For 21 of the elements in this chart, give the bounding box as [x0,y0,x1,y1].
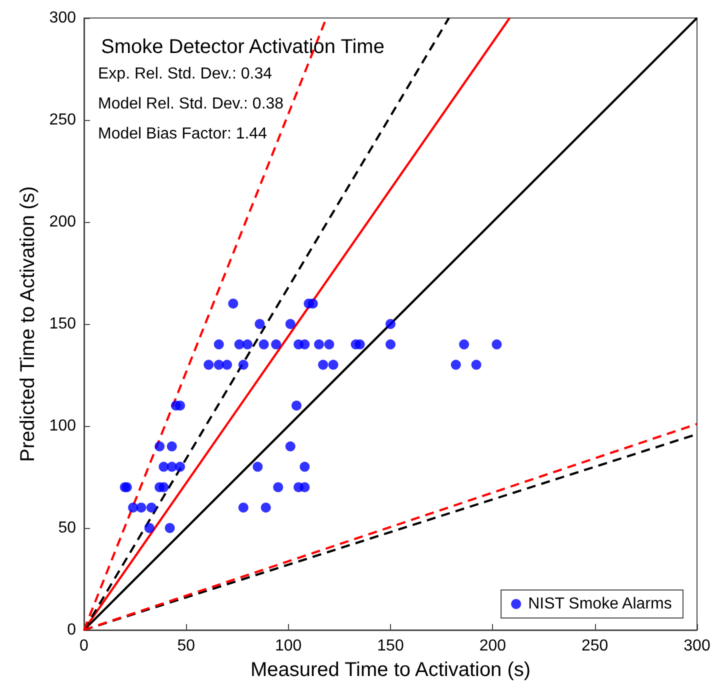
annotation: Exp. Rel. Std. Dev.: 0.34 [98,66,272,82]
x-tick-label: 150 [377,638,404,654]
y-tick-label: 50 [58,520,76,536]
y-tick-label: 0 [67,622,76,638]
legend-label: NIST Smoke Alarms [528,596,672,612]
y-tick-label: 250 [49,112,76,128]
y-tick-label: 150 [49,316,76,332]
x-tick-label: 250 [581,638,608,654]
y-tick-label: 300 [49,10,76,26]
x-tick-label: 200 [479,638,506,654]
x-tick-label: 300 [684,638,710,654]
annotation: Model Bias Factor: 1.44 [98,126,268,142]
x-axis-title: Measured Time to Activation (s) [250,659,531,681]
y-tick-label: 100 [49,418,76,434]
y-axis-title: Predicted Time to Activation (s) [17,186,39,462]
annotation: Model Rel. Std. Dev.: 0.38 [98,96,284,112]
y-tick-label: 200 [49,214,76,230]
x-tick-label: 50 [177,638,196,654]
text: Smoke Detector Activation Time [101,36,384,58]
x-tick-label: 100 [274,638,302,654]
x-tick-label: 0 [80,638,89,654]
